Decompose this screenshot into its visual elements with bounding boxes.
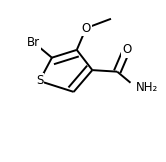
Text: O: O [82, 22, 91, 35]
Text: S: S [36, 75, 43, 87]
Text: Br: Br [27, 36, 40, 49]
Text: O: O [122, 43, 131, 56]
Text: NH₂: NH₂ [136, 81, 158, 94]
